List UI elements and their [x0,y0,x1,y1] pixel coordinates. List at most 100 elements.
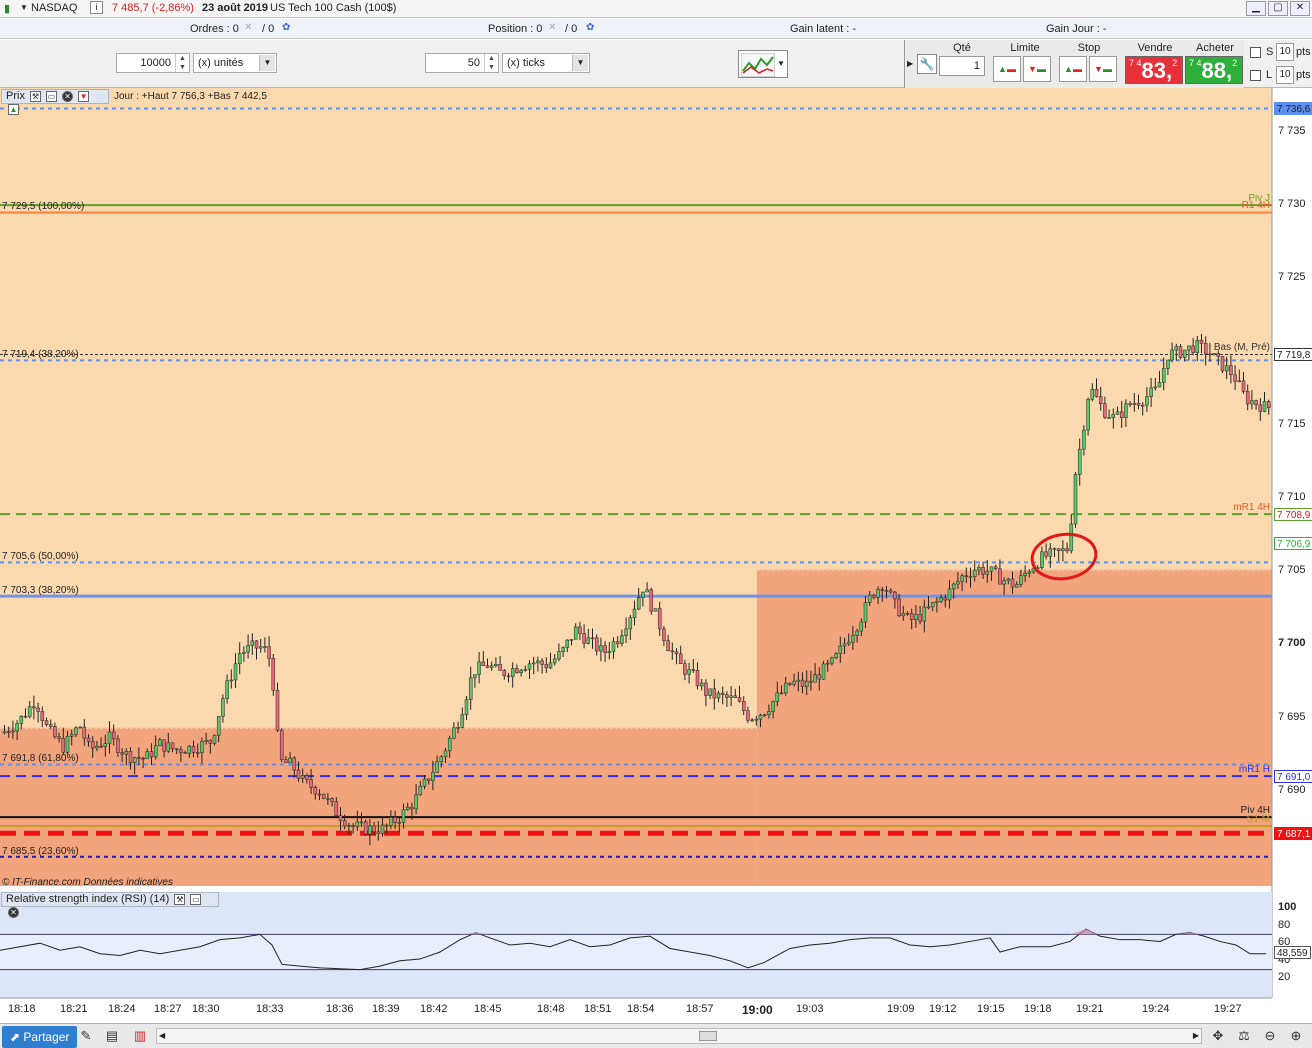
candle-body [1014,584,1019,588]
candle-body [183,752,187,754]
candle-body [191,745,196,753]
buy-button[interactable]: 7 488,2 [1185,56,1243,84]
limit-checkbox[interactable] [1250,70,1261,81]
sell-button[interactable]: 7 483,2 [1125,56,1183,84]
position-close-icon[interactable]: ✕ [548,22,557,33]
candle-body [964,575,969,578]
window-icon[interactable]: ▭ [46,90,58,102]
ticket-expand-icon[interactable]: ▶ [907,59,914,68]
info-icon[interactable]: i [90,1,103,14]
candle-body [901,613,906,617]
wrench-icon[interactable]: ⚒ [174,893,186,905]
move-up-icon[interactable]: ▲ [8,103,19,115]
zoom-in-icon[interactable]: ⊕ [1290,1028,1302,1043]
candle-body [867,594,872,603]
stop-buy-button[interactable]: ▼▬ [1089,56,1117,82]
candle-body [48,724,53,727]
candle-body [153,745,158,758]
candle-body [708,688,712,696]
candle-body [804,680,809,687]
candle-body [540,660,544,665]
history-icon[interactable]: ▥ [133,1028,147,1043]
quantity-unit-select[interactable]: (x) unités ▼ [193,53,277,73]
candle-body [57,736,61,739]
candle-body [817,674,822,680]
indicators-icon[interactable]: ▤ [105,1028,119,1043]
candle-body [401,809,406,823]
candle-body [1203,342,1208,355]
ticks-stepper[interactable]: 50 ▲ ▼ [425,53,499,73]
price-chart[interactable] [0,88,1312,1023]
candle-body [603,645,607,653]
candle-body [842,643,847,647]
instrument-dropdown-icon[interactable]: ▼ [20,3,28,12]
close-panel-icon[interactable]: ✕ [62,90,74,102]
strategy-button[interactable]: ▼ [738,50,788,78]
orders-settings-icon[interactable]: ✿ [282,22,291,33]
horizontal-scrollbar[interactable]: ◀ ▶ [156,1028,1202,1044]
chevron-down-icon[interactable]: ▼ [777,59,785,68]
candle-body [578,626,582,634]
chevron-down-icon[interactable]: ▼ [572,55,588,71]
position-settings-icon[interactable]: ✿ [586,22,595,33]
crosshair-icon[interactable]: ✥ [1212,1028,1224,1043]
wrench-icon[interactable]: 🔧 [917,54,937,74]
ticks-spin-icon[interactable]: ▲ ▼ [484,54,498,72]
zoom-out-icon[interactable]: ⊖ [1264,1028,1276,1043]
compare-icon[interactable]: ⚖ [1238,1028,1250,1043]
wrench-icon[interactable]: ⚒ [30,90,42,102]
candle-body [44,720,49,725]
candle-body [53,726,57,738]
candle-body [69,734,74,737]
candle-body [1136,402,1141,406]
share-button[interactable]: ⬈ Partager [2,1026,78,1048]
candle-body [456,727,460,729]
chart-type-icon[interactable]: ▮ [4,3,11,15]
candle-body [1124,403,1128,418]
order-stop-icon: ▼ [1094,64,1103,74]
chevron-down-icon[interactable]: ▼ [259,55,275,71]
close-panel-icon[interactable]: ✕ [8,906,19,918]
candle-body [754,718,759,721]
maximize-icon[interactable]: ▢ [1268,1,1288,16]
candle-body [943,597,948,601]
instrument-name[interactable]: NASDAQ [31,2,78,14]
quantity-stepper[interactable]: 10000 ▲ ▼ [116,53,190,73]
stop-distance-input[interactable]: 10 [1276,43,1294,61]
candle-body [300,775,305,779]
qte-input[interactable]: 1 [939,56,985,76]
chart-area[interactable]: Prix ⚒ ▭ ✕ ▼ ▲ Jour : +Haut 7 756,3 +Bas… [0,88,1312,1046]
candle-body [657,608,662,630]
scroll-right-icon[interactable]: ▶ [1192,1031,1199,1040]
move-down-icon[interactable]: ▼ [78,90,90,102]
scroll-left-icon[interactable]: ◀ [159,1031,166,1040]
window-icon[interactable]: ▭ [190,893,202,905]
candle-body [246,644,250,653]
limite-sell-button[interactable]: ▲▬ [993,56,1021,82]
minimize-icon[interactable]: ▁ [1246,1,1266,16]
stop-checkbox[interactable] [1250,47,1261,58]
stop-sell-button[interactable]: ▲▬ [1059,56,1087,82]
candle-body [65,736,70,753]
candle-body [1220,356,1225,372]
candle-body [779,692,784,695]
candle-body [569,639,574,641]
orders-cancel-icon[interactable]: ✕ [244,22,253,33]
time-tick-label: 18:30 [192,1003,220,1015]
scroll-thumb[interactable] [699,1031,717,1041]
ticks-unit-select[interactable]: (x) ticks ▼ [502,53,590,73]
limit-distance-input[interactable]: 10 [1276,66,1294,84]
candle-body [200,741,204,753]
close-icon[interactable]: ✕ [1290,1,1310,16]
quantity-spin-icon[interactable]: ▲ ▼ [175,54,189,72]
candle-body [716,692,721,699]
gain-latent: Gain latent : - [790,23,857,35]
limite-buy-button[interactable]: ▼▬ [1023,56,1051,82]
drawing-tools-icon[interactable]: ✎ [80,1028,92,1043]
sell-price-prefix: 7 4 [1129,58,1142,68]
price-panel-title: Prix [6,90,25,102]
candle-body [1061,548,1065,551]
candle-body [229,679,234,682]
candle-body [733,695,738,698]
price-level-tag: 7 691,0 [1274,770,1312,784]
